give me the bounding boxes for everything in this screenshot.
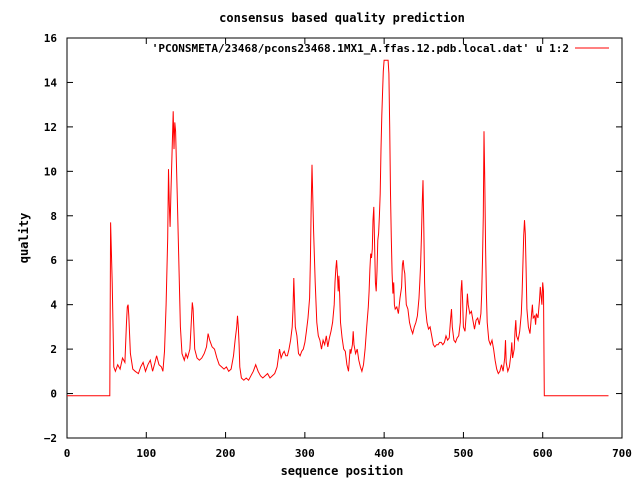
x-axis-label: sequence position xyxy=(281,464,404,478)
x-tick-label: 600 xyxy=(533,447,553,460)
y-tick-label: 12 xyxy=(44,121,57,134)
x-tick-label: 300 xyxy=(295,447,315,460)
legend-series-label: 'PCONSMETA/23468/pcons23468.1MX1_A.ffas.… xyxy=(152,42,569,55)
y-tick-label: 8 xyxy=(50,210,57,223)
y-tick-label: 0 xyxy=(50,388,57,401)
x-tick-label: 200 xyxy=(216,447,236,460)
y-tick-label: 2 xyxy=(50,343,57,356)
y-tick-label: −2 xyxy=(44,432,57,445)
x-tick-label: 500 xyxy=(453,447,473,460)
y-tick-label: 6 xyxy=(50,254,57,267)
x-tick-label: 700 xyxy=(612,447,632,460)
x-tick-label: 100 xyxy=(136,447,156,460)
chart-legend: 'PCONSMETA/23468/pcons23468.1MX1_A.ffas.… xyxy=(152,42,609,55)
x-tick-label: 0 xyxy=(64,447,71,460)
y-axis-label: quality xyxy=(17,213,31,264)
x-tick-label: 400 xyxy=(374,447,394,460)
y-tick-label: 14 xyxy=(44,76,58,89)
series-line xyxy=(67,59,609,397)
y-tick-label: 16 xyxy=(44,32,58,45)
y-tick-label: 10 xyxy=(44,165,57,178)
plot-frame xyxy=(66,37,623,439)
chart-title: consensus based quality prediction xyxy=(219,11,465,25)
y-tick-label: 4 xyxy=(50,299,57,312)
